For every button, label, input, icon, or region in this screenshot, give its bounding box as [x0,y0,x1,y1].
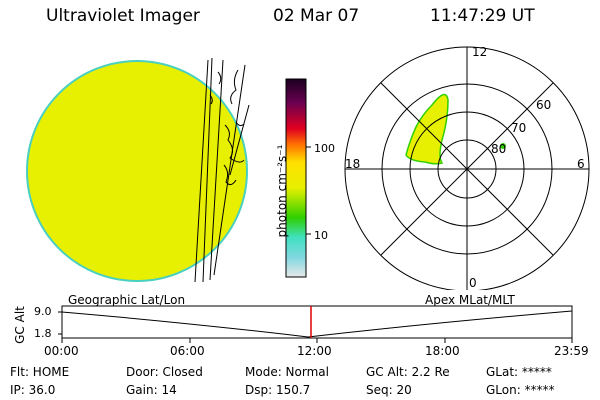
mlt-label-12: 12 [472,45,488,59]
date-label: 02 Mar 07 [273,6,360,26]
colorbar-unit-label: photon cm⁻²s⁻¹ [275,144,289,238]
earth-disk [26,60,248,282]
time-tick-2359: 23:59 [554,344,589,358]
status-glat: GLat: ***** [486,365,552,379]
aurora-spot [500,143,506,149]
coastline-lines [194,57,250,283]
timeline-axis-label: GC Alt [13,306,27,344]
colorbar-gradient [285,78,307,278]
time-tick-1800: 18:00 [425,344,460,358]
mlt-label-0: 0 [469,276,477,290]
status-ip: IP: 36.0 [10,383,56,397]
status-door: Door: Closed [126,365,203,379]
status-seq: Seq: 20 [366,383,412,397]
status-mode: Mode: Normal [245,365,329,379]
mlt-label-18: 18 [345,157,361,171]
app-title: Ultraviolet Imager [46,6,200,26]
timeline-left-title: Geographic Lat/Lon [68,293,186,307]
time-tick-1200: 12:00 [297,344,332,358]
timeline-y-top: 9.0 [34,305,52,318]
lat-label-70: 70 [511,121,527,135]
status-glon: GLon: ***** [486,383,555,397]
colorbar [285,78,311,278]
timeline-y-bottom: 1.8 [34,327,52,340]
timeline-right-title: Apex MLat/MLT [425,293,515,307]
lat-label-80: 80 [491,142,507,156]
mlt-label-6: 6 [577,157,585,171]
colorbar-tick-100: 100 [314,142,335,155]
time-tick-0000: 00:00 [44,344,79,358]
status-gain: Gain: 14 [126,383,177,397]
status-dsp: Dsp: 150.7 [245,383,311,397]
polar-plot [344,46,590,290]
colorbar-tick-10: 10 [314,229,328,242]
lat-label-60: 60 [536,98,552,112]
time-label: 11:47:29 UT [430,6,535,26]
status-gc-alt: GC Alt: 2.2 Re [366,365,450,379]
time-tick-0600: 06:00 [170,344,205,358]
status-filter: Flt: HOME [10,365,70,379]
